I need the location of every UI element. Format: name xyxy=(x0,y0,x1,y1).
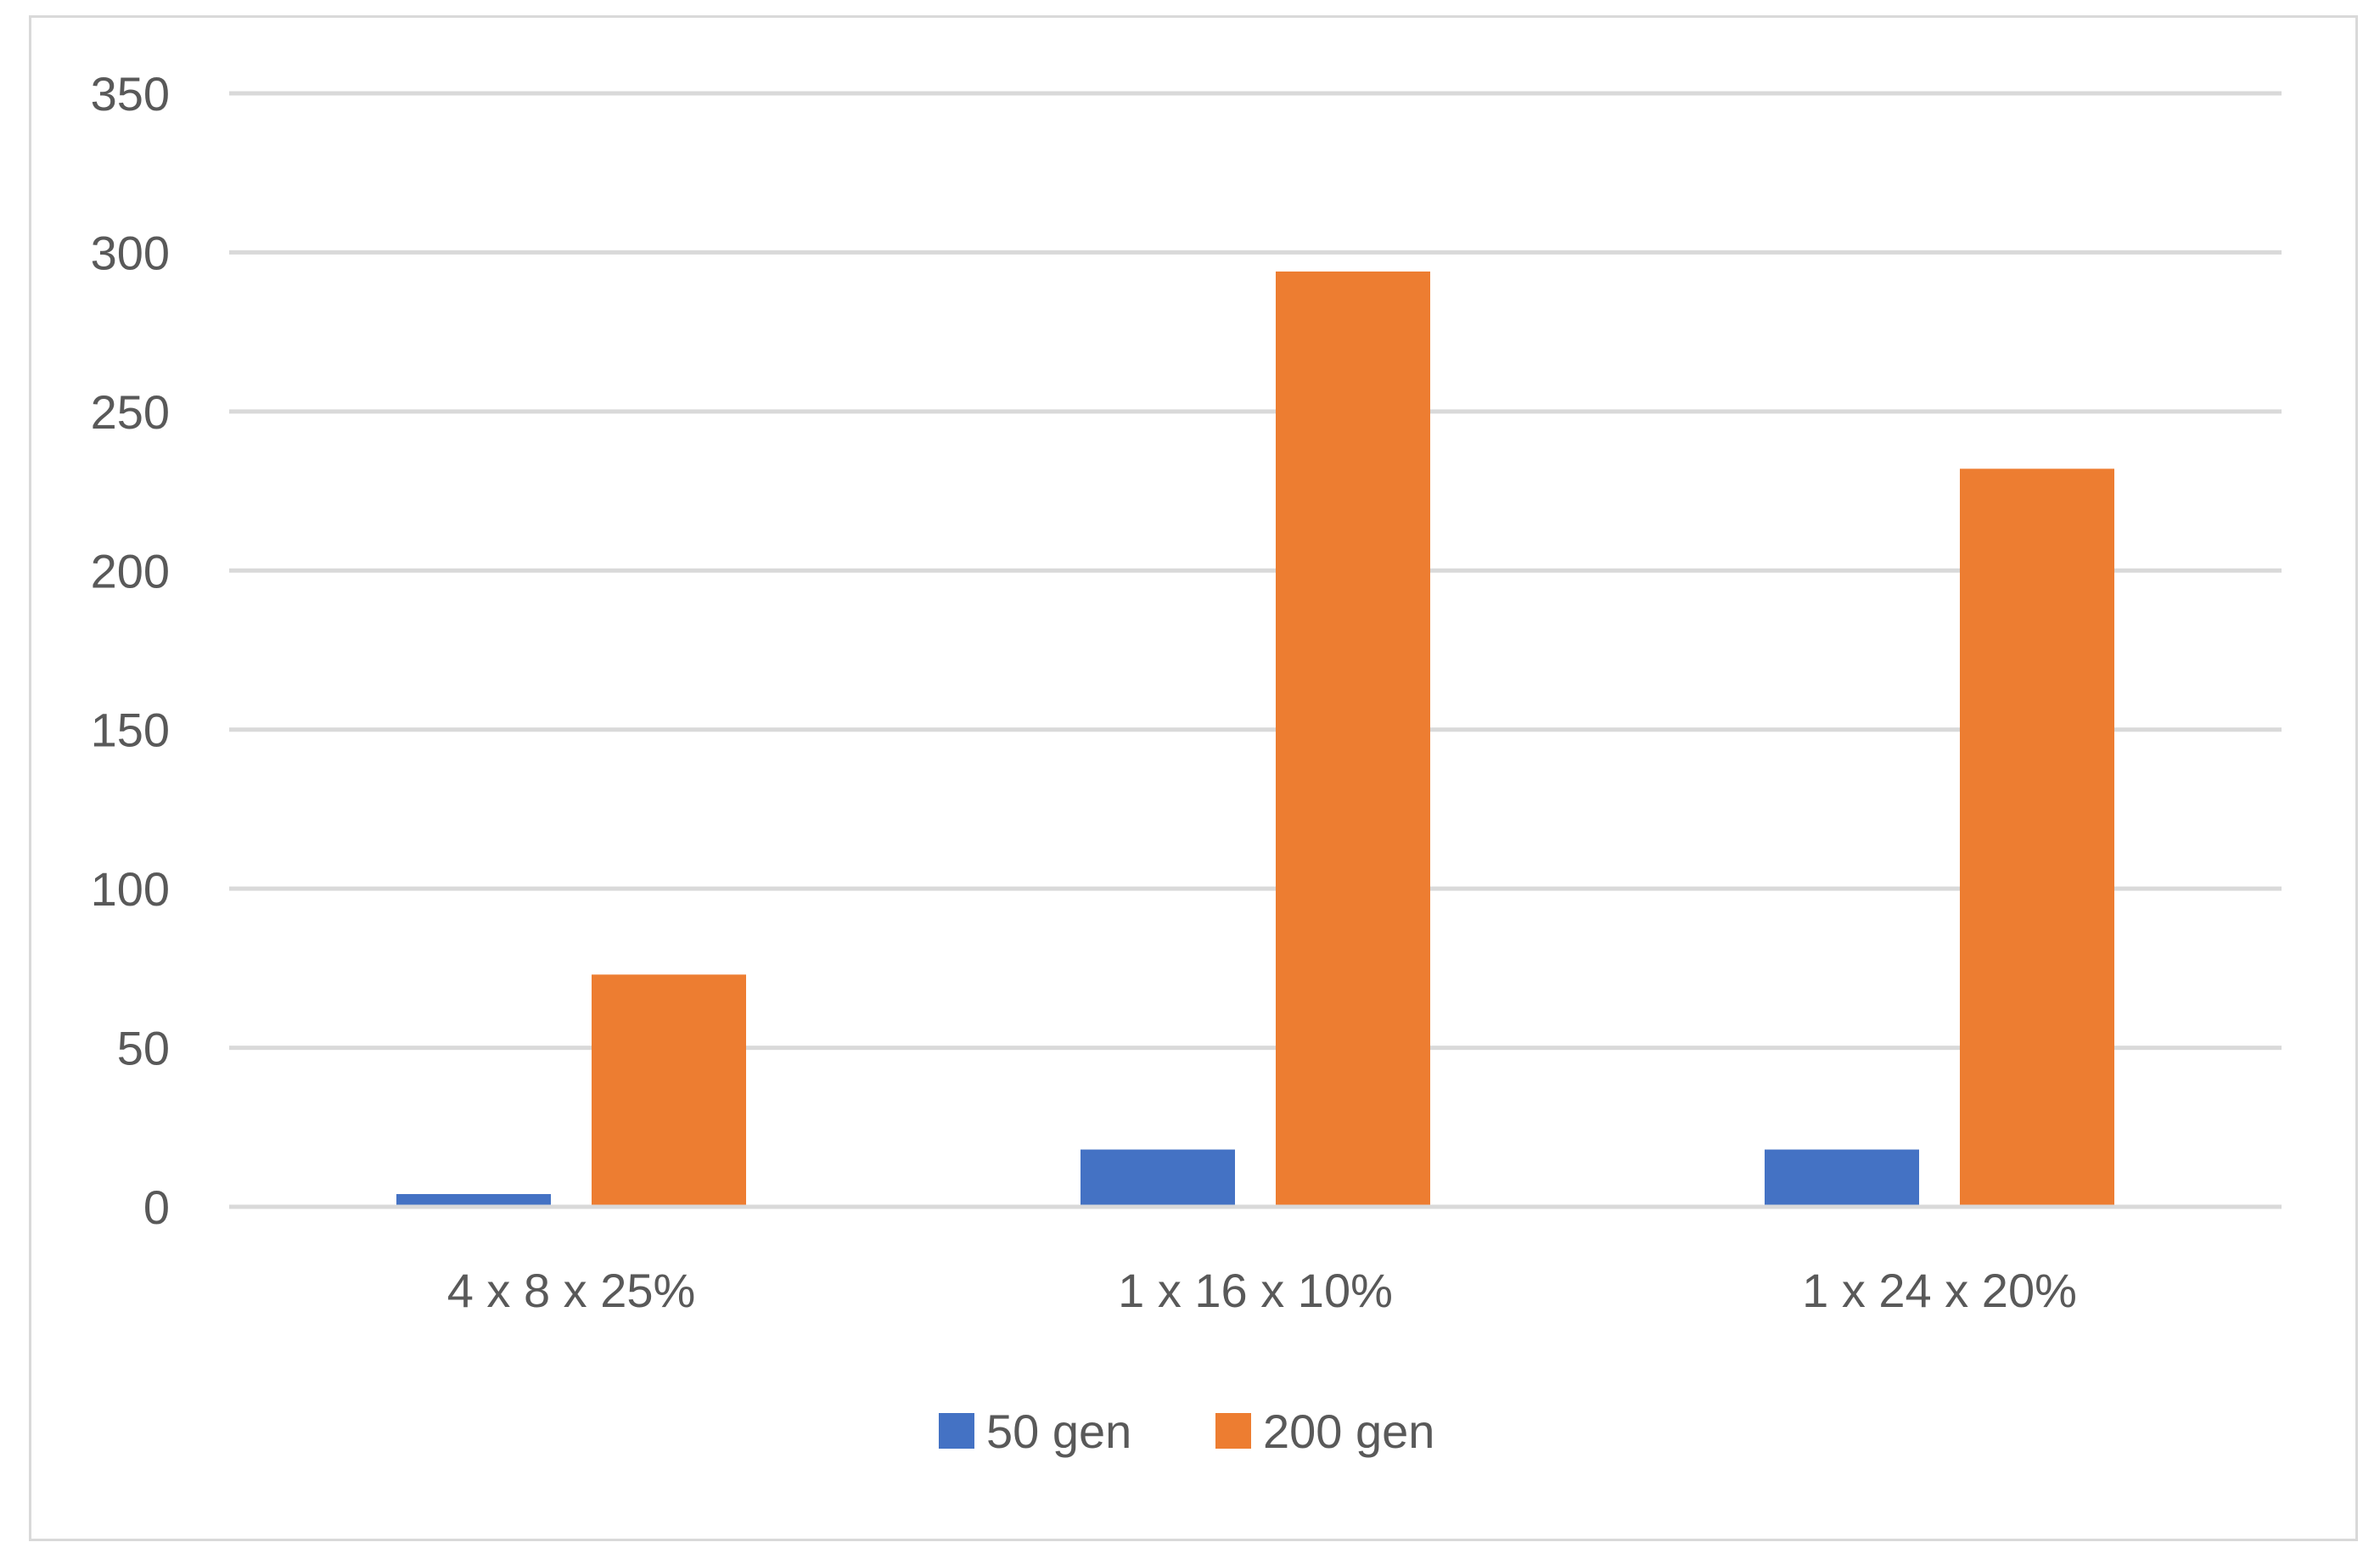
y-axis-ticks: 0 50 100 150 200 250 300 350 xyxy=(91,67,170,1234)
y-tick-label: 200 xyxy=(91,544,170,597)
x-tick-label: 1 x 24 x 20% xyxy=(1802,1264,2077,1317)
bar-series1-2 xyxy=(1081,1149,1235,1207)
bars xyxy=(396,271,2114,1207)
y-tick-label: 350 xyxy=(91,67,170,121)
bar-series1-1 xyxy=(396,1194,551,1207)
y-tick-label: 250 xyxy=(91,385,170,439)
bar-series1-3 xyxy=(1765,1149,1919,1207)
y-tick-label: 50 xyxy=(117,1022,170,1075)
legend-label: 200 gen xyxy=(1263,1405,1434,1458)
gridlines xyxy=(229,91,2282,1051)
x-tick-label: 4 x 8 x 25% xyxy=(447,1264,696,1317)
y-tick-label: 0 xyxy=(143,1180,170,1234)
y-tick-label: 150 xyxy=(91,704,170,757)
legend-swatch xyxy=(939,1413,974,1449)
legend-swatch xyxy=(1215,1413,1251,1449)
legend: 50 gen 200 gen xyxy=(939,1405,1434,1458)
y-tick-label: 100 xyxy=(91,862,170,916)
x-axis-ticks: 4 x 8 x 25% 1 x 16 x 10% 1 x 24 x 20% xyxy=(447,1264,2077,1317)
y-tick-label: 300 xyxy=(91,226,170,279)
legend-label: 50 gen xyxy=(986,1405,1131,1458)
bar-series2-2 xyxy=(1276,271,1430,1207)
bar-series2-3 xyxy=(1960,468,2114,1207)
bar-series2-1 xyxy=(592,974,746,1207)
x-tick-label: 1 x 16 x 10% xyxy=(1118,1264,1393,1317)
